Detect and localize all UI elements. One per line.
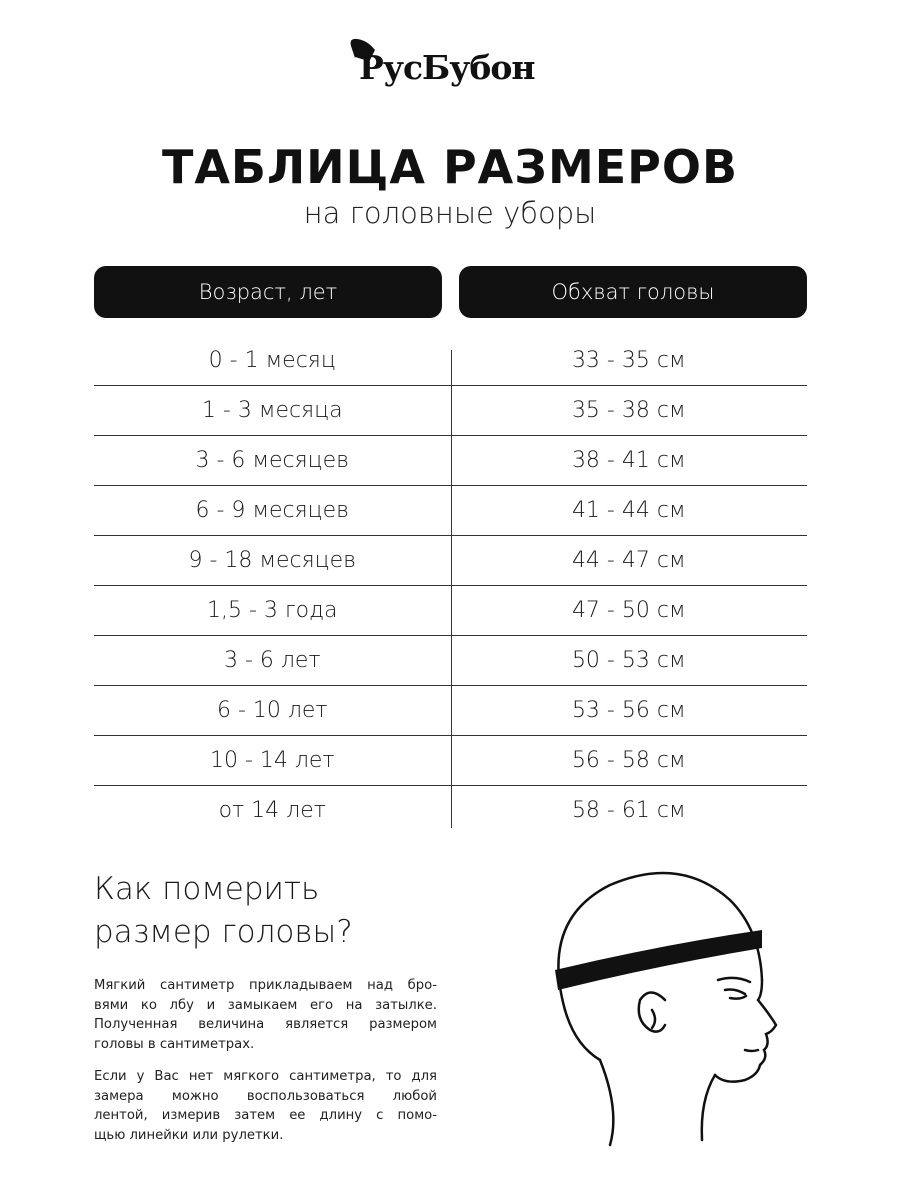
howto-heading: Как померить размер головы? xyxy=(94,868,353,954)
age-cell: 3 - 6 лет xyxy=(223,648,321,673)
table-row: 3 - 6 месяцев 38 - 41 см xyxy=(94,436,807,486)
logo-text: РусБубон xyxy=(359,48,536,87)
age-cell: 6 - 9 месяцев xyxy=(195,498,350,523)
howto-heading-line: размер головы? xyxy=(94,914,353,950)
page-title: ТАБЛИЦА РАЗМЕРОВ xyxy=(161,140,739,194)
age-cell: 10 - 14 лет xyxy=(209,748,335,773)
text-line: вями ко лбу и замыкаем его на затылке. xyxy=(94,997,437,1013)
age-cell: от 14 лет xyxy=(218,798,326,823)
table-row: 9 - 18 месяцев 44 - 47 см xyxy=(94,536,807,586)
circumference-cell: 44 - 47 см xyxy=(571,548,686,573)
circumference-cell: 53 - 56 см xyxy=(571,698,686,723)
size-table: 0 - 1 месяц 33 - 35 см 1 - 3 месяца 35 - 38… xyxy=(94,336,807,835)
table-row: 0 - 1 месяц 33 - 35 см xyxy=(94,336,807,386)
text-line: замера можно воспользоваться любой xyxy=(94,1088,437,1104)
instruction-paragraph-1: Мягкий сантиметр прикладываем над бро- в… xyxy=(94,976,437,1054)
beanie-icon xyxy=(350,38,375,64)
table-row: 1 - 3 месяца 35 - 38 см xyxy=(94,386,807,436)
table-row: 1,5 - 3 года 47 - 50 см xyxy=(94,586,807,636)
table-row: от 14 лет 58 - 61 см xyxy=(94,786,807,835)
brand-logo: РусБубон xyxy=(345,36,565,96)
howto-heading-line: Как померить xyxy=(94,871,320,907)
header-age: Возраст, лет xyxy=(94,266,442,318)
text-line: лентой, измерив затем ее длину с помо- xyxy=(94,1108,437,1123)
table-row: 3 - 6 лет 50 - 53 см xyxy=(94,636,807,686)
table-row: 6 - 9 месяцев 41 - 44 см xyxy=(94,486,807,536)
column-divider xyxy=(451,350,452,828)
age-cell: 6 - 10 лет xyxy=(216,698,328,723)
page-subtitle: на головные уборы xyxy=(303,196,597,230)
head-measurement-illustration xyxy=(555,871,778,1147)
table-row: 6 - 10 лет 53 - 56 см xyxy=(94,686,807,736)
text-line: Если у Вас нет мягкого сантиметра, то дл… xyxy=(94,1069,437,1084)
circumference-cell: 47 - 50 см xyxy=(571,598,686,623)
age-cell: 9 - 18 месяцев xyxy=(188,548,357,573)
header-head-circumference: Обхват головы xyxy=(459,266,807,318)
circumference-cell: 41 - 44 см xyxy=(571,498,686,523)
text-line: Мягкий сантиметр прикладываем над бро- xyxy=(94,978,437,993)
text-line: Полученная величина является размером xyxy=(94,1017,437,1032)
circumference-cell: 50 - 53 см xyxy=(571,648,686,673)
text-line: щью линейки или рулетки. xyxy=(94,1127,284,1143)
age-cell: 1 - 3 месяца xyxy=(201,398,343,423)
circumference-cell: 56 - 58 см xyxy=(571,748,686,773)
circumference-cell: 58 - 61 см xyxy=(571,798,686,823)
circumference-cell: 35 - 38 см xyxy=(571,398,686,423)
circumference-cell: 33 - 35 см xyxy=(571,348,686,373)
age-cell: 3 - 6 месяцев xyxy=(195,448,350,473)
age-cell: 1,5 - 3 года xyxy=(206,598,338,623)
instruction-paragraph-2: Если у Вас нет мягкого сантиметра, то дл… xyxy=(94,1067,437,1145)
table-row: 10 - 14 лет 56 - 58 см xyxy=(94,736,807,786)
age-cell: 0 - 1 месяц xyxy=(208,348,336,373)
text-line: головы в сантиметрах. xyxy=(94,1036,255,1052)
circumference-cell: 38 - 41 см xyxy=(571,448,686,473)
